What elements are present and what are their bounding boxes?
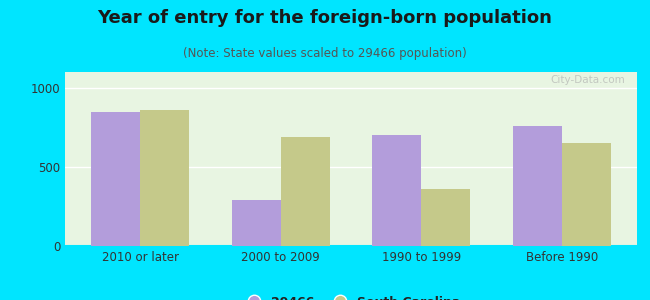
Legend: 29466, South Carolina: 29466, South Carolina [237, 290, 465, 300]
Bar [562, 143, 611, 246]
Bar [91, 112, 140, 246]
Bar [421, 189, 471, 246]
Bar [231, 200, 281, 246]
Bar [513, 126, 562, 246]
Text: Year of entry for the foreign-born population: Year of entry for the foreign-born popul… [98, 9, 552, 27]
Text: City-Data.com: City-Data.com [551, 76, 625, 85]
Text: (Note: State values scaled to 29466 population): (Note: State values scaled to 29466 popu… [183, 46, 467, 59]
Bar [372, 135, 421, 246]
Bar [281, 137, 330, 246]
Bar [140, 110, 189, 246]
